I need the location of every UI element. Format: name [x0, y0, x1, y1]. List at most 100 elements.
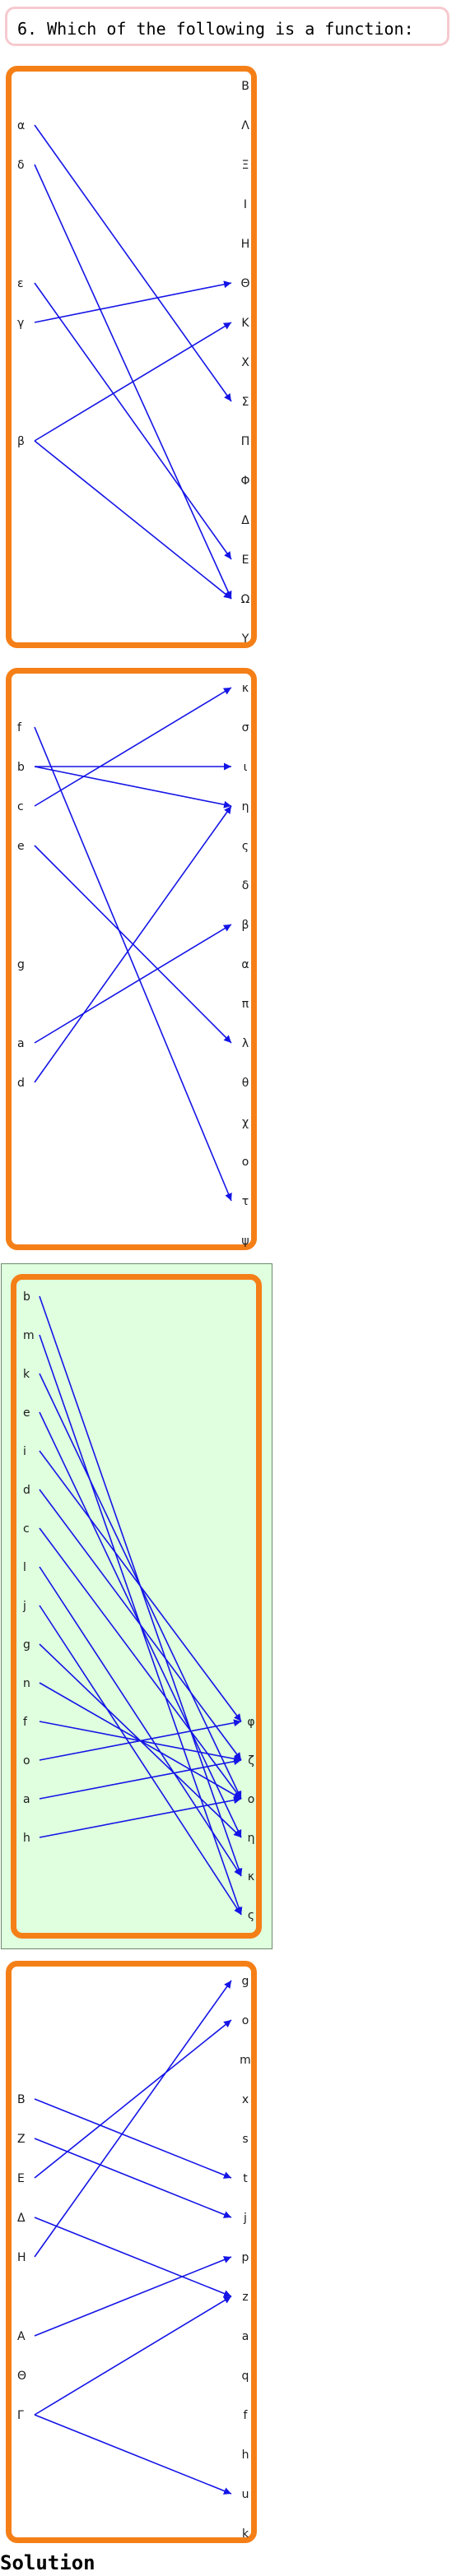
codomain-label: o	[248, 1793, 255, 1806]
codomain-label: Υ	[241, 632, 249, 646]
codomain-label: Φ	[240, 475, 249, 488]
mapping-arrow	[34, 2098, 232, 2179]
codomain-label: p	[242, 2251, 249, 2264]
domain-label: j	[22, 1600, 26, 1613]
mapping-arrow	[34, 2217, 232, 2297]
mapping-arrow	[34, 687, 232, 807]
codomain-label: Κ	[241, 317, 249, 330]
diagram-panel-3[interactable]	[11, 1274, 262, 1939]
codomain-label: σ	[242, 721, 249, 734]
codomain-label: j	[243, 2212, 247, 2225]
codomain-label: f	[244, 2409, 249, 2422]
codomain-label: u	[242, 2488, 249, 2501]
mapping-arrow	[39, 1527, 242, 1800]
domain-label: i	[23, 1445, 26, 1458]
domain-label: e	[23, 1406, 30, 1420]
domain-label: c	[17, 800, 24, 813]
domain-label: Z	[17, 2133, 26, 2146]
mapping-arrow	[39, 1450, 242, 1722]
codomain-label: ς	[242, 840, 249, 853]
domain-label: b	[23, 1290, 30, 1304]
codomain-label: q	[242, 2370, 249, 2383]
codomain-label: π	[242, 998, 249, 1011]
mapping-arrow	[34, 440, 232, 600]
mapping-arrow	[34, 766, 232, 808]
domain-label: Θ	[17, 2370, 26, 2383]
codomain-label: ψ	[241, 1235, 249, 1248]
mapping-arrow	[34, 805, 232, 1083]
codomain-label: z	[242, 2291, 248, 2304]
codomain-label: η	[242, 800, 249, 813]
codomain-label: β	[242, 919, 249, 932]
domain-label: c	[23, 1522, 30, 1536]
domain-label: Γ	[17, 2409, 24, 2422]
domain-label: Δ	[17, 2212, 26, 2225]
codomain-label: o	[242, 2014, 249, 2027]
mapping-arrow	[34, 1980, 232, 2258]
domain-label: α	[17, 119, 25, 132]
codomain-label: χ	[242, 1116, 249, 1129]
mapping-arrow	[34, 322, 232, 442]
domain-label: a	[23, 1793, 30, 1806]
codomain-label: Β	[241, 80, 249, 93]
mapping-arrow	[39, 1605, 242, 1916]
codomain-label: κ	[242, 682, 249, 695]
codomain-label: η	[248, 1832, 255, 1845]
mapping-arrow	[34, 2019, 232, 2179]
codomain-label: Η	[241, 238, 250, 251]
domain-label: d	[17, 1077, 25, 1090]
codomain-label: ο	[242, 1156, 249, 1169]
domain-label: g	[17, 958, 25, 971]
domain-label: m	[23, 1329, 35, 1342]
mapping-arrow	[34, 2414, 232, 2495]
mapping-arrow	[34, 726, 232, 1202]
codomain-label: x	[242, 2093, 249, 2106]
solution-label: Solution	[0, 2551, 95, 2574]
mapping-arrow	[34, 124, 232, 402]
codomain-label: Θ	[240, 277, 249, 290]
mapping-arrow	[34, 2296, 232, 2416]
codomain-label: Ι	[244, 198, 247, 211]
domain-label: n	[23, 1677, 30, 1690]
domain-label: f	[23, 1716, 28, 1729]
mapping-arrow	[34, 924, 232, 1044]
codomain-label: Ω	[241, 593, 250, 606]
codomain-label: κ	[248, 1870, 254, 1883]
diagram-1: α δ ε γ β Β Λ Ξ Ι Η Θ Κ Χ Σ Π Φ Δ Ε Ω Υ	[17, 80, 250, 646]
diagram-panel-4[interactable]	[6, 1961, 257, 2543]
codomain-label: ς	[248, 1909, 254, 1922]
codomain-label: τ	[242, 1195, 249, 1208]
domain-label: γ	[17, 317, 24, 330]
domain-label: d	[23, 1484, 30, 1497]
domain-label: h	[23, 1832, 30, 1845]
codomain-label: Π	[241, 435, 250, 448]
question-text: 6. Which of the following is a function:	[17, 19, 414, 39]
domain-label: k	[23, 1368, 30, 1381]
codomain-label: ζ	[248, 1754, 254, 1768]
diagram-panel-1[interactable]	[6, 66, 257, 648]
codomain-label: θ	[242, 1077, 249, 1090]
mapping-arrow	[34, 282, 232, 560]
domain-label: e	[17, 840, 25, 853]
diagram-panel-2[interactable]	[6, 668, 257, 1250]
codomain-label: Ε	[242, 554, 249, 567]
domain-label: b	[17, 761, 25, 774]
codomain-label: h	[242, 2449, 249, 2462]
mapping-arrow	[34, 2256, 232, 2337]
codomain-label: ι	[244, 761, 248, 774]
question-box: 6. Which of the following is a function:	[5, 7, 449, 46]
mapping-arrow	[34, 2138, 232, 2218]
codomain-label: Σ	[242, 396, 249, 409]
codomain-label: m	[240, 2054, 251, 2067]
domain-label: a	[17, 1037, 25, 1050]
codomain-label: Χ	[241, 356, 249, 369]
codomain-label: a	[242, 2330, 249, 2343]
mapping-arrow	[39, 1566, 242, 1877]
domain-label: l	[23, 1561, 26, 1574]
diagram-4: B Z E Δ H A Θ Γg o m x s t j p z a q f h u k	[17, 1975, 251, 2541]
codomain-label: α	[241, 958, 249, 971]
codomain-label: s	[242, 2133, 248, 2146]
domain-label: o	[23, 1754, 30, 1768]
mapping-arrow	[39, 1719, 242, 1761]
